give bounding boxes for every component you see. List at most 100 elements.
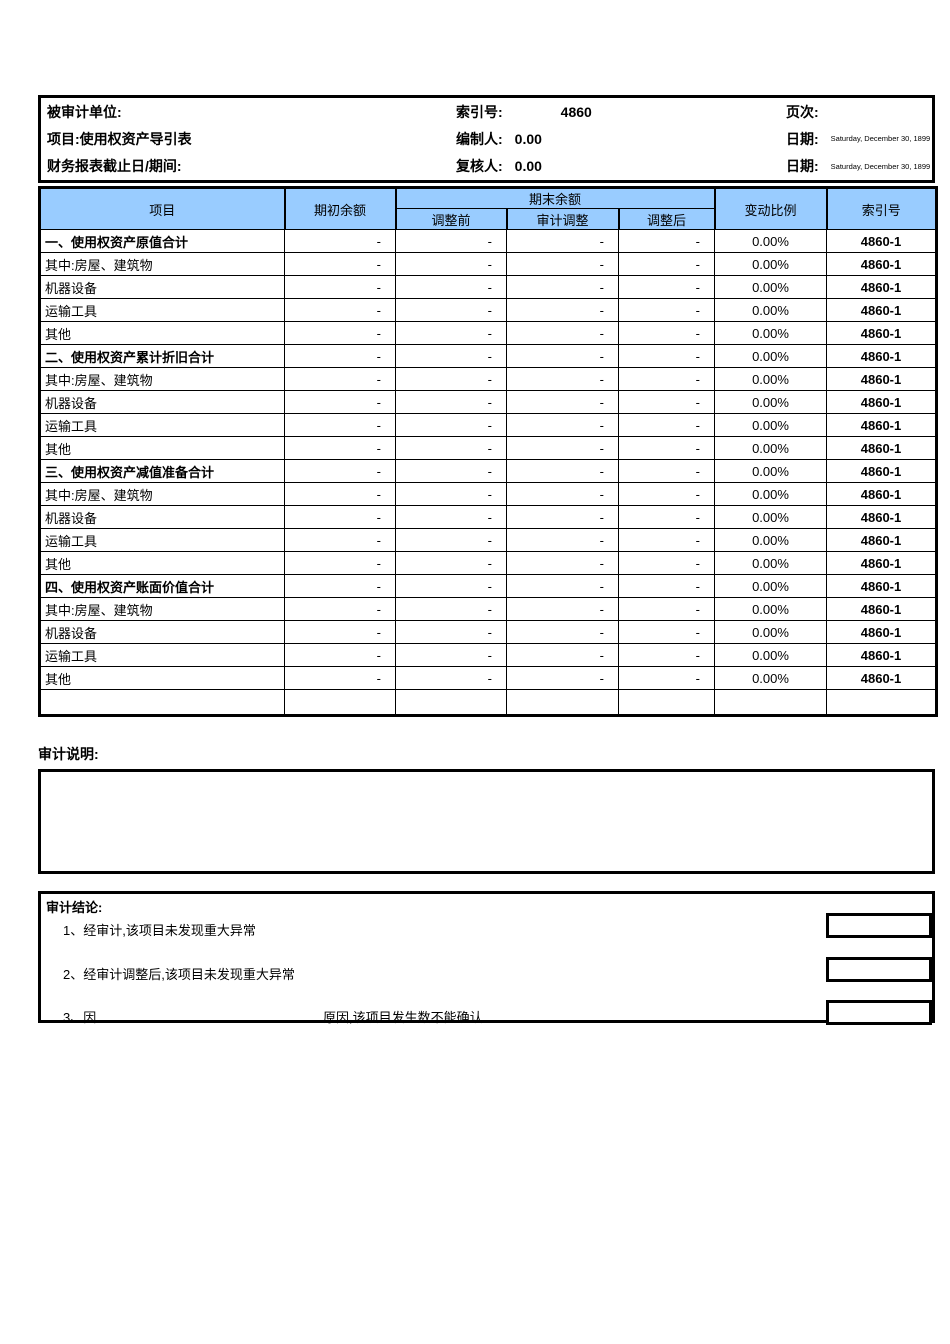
audit-adjustment-cell[interactable]: - [506,574,619,598]
change-ratio-cell[interactable]: 0.00% [714,551,828,575]
change-ratio-cell[interactable]: 0.00% [714,275,828,299]
audit-adjustment-cell[interactable]: - [506,436,619,460]
opening-balance-cell[interactable]: - [284,643,396,667]
conclusion-checkbox-3[interactable] [826,1000,932,1025]
change-ratio-cell[interactable]: 0.00% [714,436,828,460]
change-ratio-cell[interactable]: 0.00% [714,252,828,276]
after-adjustment-cell[interactable]: - [617,505,716,529]
after-adjustment-cell[interactable]: - [617,298,716,322]
date-value-2[interactable]: Saturday, December 30, 1899 [830,161,931,171]
audit-notes-box[interactable] [38,769,935,874]
after-adjustment-cell[interactable]: - [617,551,716,575]
opening-balance-cell[interactable]: - [284,574,396,598]
audit-adjustment-cell[interactable]: - [506,505,619,529]
change-ratio-cell[interactable]: 0.00% [714,390,828,414]
change-ratio-cell[interactable] [714,689,828,716]
opening-balance-cell[interactable]: - [284,298,396,322]
change-ratio-cell[interactable]: 0.00% [714,574,828,598]
before-adjustment-cell[interactable]: - [395,344,507,368]
before-adjustment-cell[interactable]: - [395,459,507,483]
before-adjustment-cell[interactable]: - [395,413,507,437]
audit-adjustment-cell[interactable]: - [506,666,619,690]
before-adjustment-cell[interactable]: - [395,298,507,322]
opening-balance-cell[interactable]: - [284,528,396,552]
opening-balance-cell[interactable]: - [284,505,396,529]
audit-adjustment-cell[interactable] [506,689,619,716]
opening-balance-cell[interactable]: - [284,436,396,460]
audit-adjustment-cell[interactable]: - [506,482,619,506]
reviewer-value[interactable]: 0.00 [514,158,542,175]
conclusion-checkbox-2[interactable] [826,957,932,982]
opening-balance-cell[interactable]: - [284,275,396,299]
change-ratio-cell[interactable]: 0.00% [714,321,828,345]
audit-adjustment-cell[interactable]: - [506,275,619,299]
after-adjustment-cell[interactable]: - [617,390,716,414]
opening-balance-cell[interactable]: - [284,321,396,345]
change-ratio-cell[interactable]: 0.00% [714,367,828,391]
after-adjustment-cell[interactable]: - [617,574,716,598]
change-ratio-cell[interactable]: 0.00% [714,413,828,437]
before-adjustment-cell[interactable]: - [395,574,507,598]
before-adjustment-cell[interactable]: - [395,321,507,345]
audit-adjustment-cell[interactable]: - [506,620,619,644]
before-adjustment-cell[interactable]: - [395,390,507,414]
after-adjustment-cell[interactable]: - [617,413,716,437]
opening-balance-cell[interactable]: - [284,551,396,575]
before-adjustment-cell[interactable]: - [395,275,507,299]
change-ratio-cell[interactable]: 0.00% [714,528,828,552]
before-adjustment-cell[interactable]: - [395,620,507,644]
after-adjustment-cell[interactable]: - [617,229,716,253]
opening-balance-cell[interactable]: - [284,390,396,414]
after-adjustment-cell[interactable]: - [617,275,716,299]
audit-adjustment-cell[interactable]: - [506,344,619,368]
change-ratio-cell[interactable]: 0.00% [714,505,828,529]
before-adjustment-cell[interactable]: - [395,551,507,575]
change-ratio-cell[interactable]: 0.00% [714,597,828,621]
change-ratio-cell[interactable]: 0.00% [714,298,828,322]
audit-adjustment-cell[interactable]: - [506,413,619,437]
after-adjustment-cell[interactable]: - [617,643,716,667]
conclusion-checkbox-1[interactable] [826,913,932,938]
before-adjustment-cell[interactable]: - [395,643,507,667]
opening-balance-cell[interactable]: - [284,344,396,368]
opening-balance-cell[interactable]: - [284,252,396,276]
after-adjustment-cell[interactable]: - [617,344,716,368]
before-adjustment-cell[interactable]: - [395,252,507,276]
opening-balance-cell[interactable]: - [284,666,396,690]
before-adjustment-cell[interactable]: - [395,229,507,253]
opening-balance-cell[interactable]: - [284,413,396,437]
before-adjustment-cell[interactable]: - [395,367,507,391]
audit-adjustment-cell[interactable]: - [506,298,619,322]
opening-balance-cell[interactable]: - [284,229,396,253]
audit-adjustment-cell[interactable]: - [506,252,619,276]
audit-adjustment-cell[interactable]: - [506,459,619,483]
after-adjustment-cell[interactable]: - [617,252,716,276]
before-adjustment-cell[interactable]: - [395,505,507,529]
after-adjustment-cell[interactable]: - [617,620,716,644]
opening-balance-cell[interactable]: - [284,597,396,621]
audit-adjustment-cell[interactable]: - [506,551,619,575]
opening-balance-cell[interactable] [284,689,396,716]
audit-adjustment-cell[interactable]: - [506,229,619,253]
change-ratio-cell[interactable]: 0.00% [714,482,828,506]
after-adjustment-cell[interactable]: - [617,528,716,552]
before-adjustment-cell[interactable]: - [395,482,507,506]
audit-adjustment-cell[interactable]: - [506,597,619,621]
opening-balance-cell[interactable]: - [284,367,396,391]
before-adjustment-cell[interactable]: - [395,436,507,460]
opening-balance-cell[interactable]: - [284,620,396,644]
before-adjustment-cell[interactable] [395,689,507,716]
after-adjustment-cell[interactable]: - [617,459,716,483]
before-adjustment-cell[interactable]: - [395,528,507,552]
before-adjustment-cell[interactable]: - [395,666,507,690]
after-adjustment-cell[interactable] [617,689,716,716]
change-ratio-cell[interactable]: 0.00% [714,229,828,253]
after-adjustment-cell[interactable]: - [617,666,716,690]
opening-balance-cell[interactable]: - [284,459,396,483]
after-adjustment-cell[interactable]: - [617,367,716,391]
index-no-value[interactable]: 4860 [560,103,592,120]
after-adjustment-cell[interactable]: - [617,482,716,506]
change-ratio-cell[interactable]: 0.00% [714,643,828,667]
audit-adjustment-cell[interactable]: - [506,367,619,391]
change-ratio-cell[interactable]: 0.00% [714,459,828,483]
